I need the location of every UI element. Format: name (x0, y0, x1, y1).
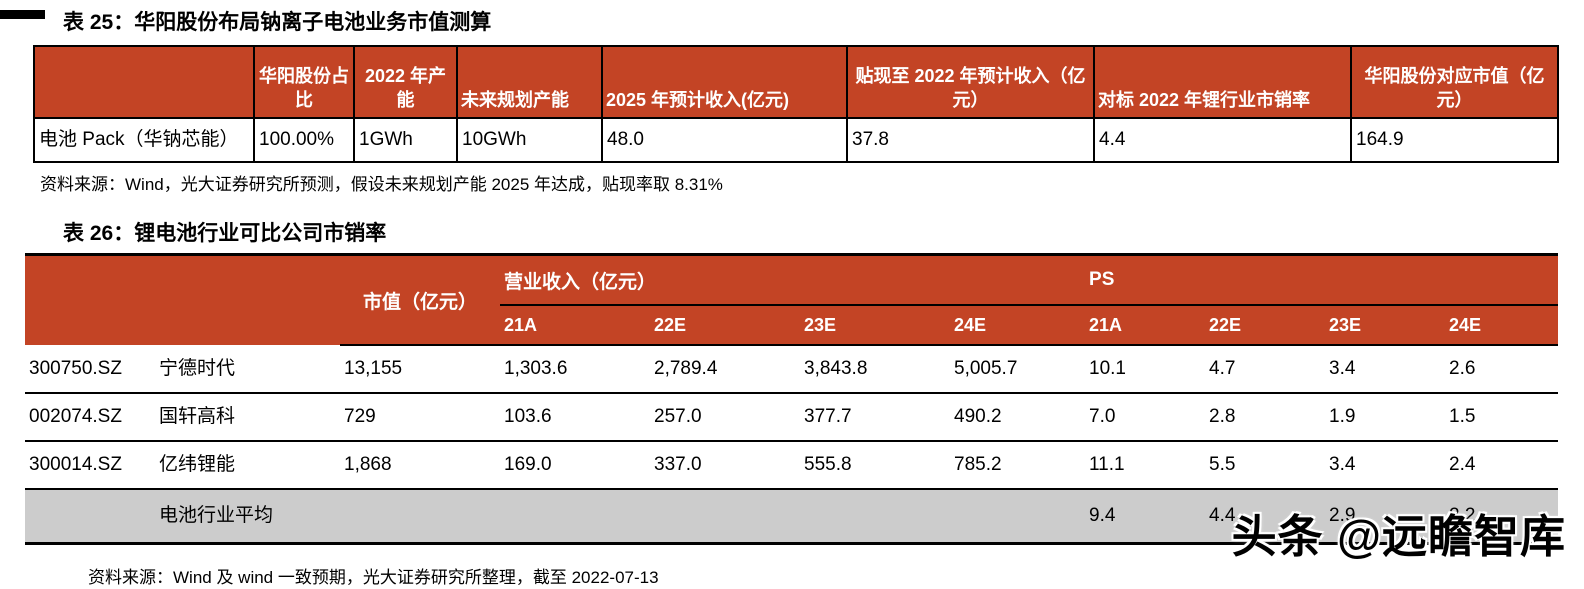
table26-header-name-blank (155, 254, 340, 345)
toutiao-yuanzhan-watermark: 头条 @远瞻智库 (1231, 511, 1566, 562)
table25-header-discounted-revenue: 贴现至 2022 年预计收入（亿元） (846, 45, 1095, 119)
ps-24e: 2.4 (1445, 441, 1559, 490)
ps-24e: 2.6 (1445, 345, 1559, 394)
average-row-label: 电池行业平均 (155, 489, 340, 544)
table26-group-header-row: 市值（亿元） 营业收入（亿元） PS (25, 254, 1559, 346)
rev-21a: 1,303.6 (500, 345, 650, 394)
table26-subheader-rev-22e: 22E (650, 305, 800, 346)
market-cap: 1,868 (340, 441, 500, 490)
table26-row-eve: 300014.SZ 亿纬锂能 1,868 169.0 337.0 555.8 7… (25, 441, 1559, 490)
table26-row-gotion: 002074.SZ 国轩高科 729 103.6 257.0 377.7 490… (25, 393, 1559, 442)
table25-header-share: 华阳股份占比 (253, 45, 355, 119)
table26-header-market-cap: 市值（亿元） (340, 254, 500, 346)
table25-cell-benchmark-ps: 4.4 (1093, 117, 1352, 163)
table26-subheader-rev-23e: 23E (800, 305, 950, 346)
stock-code: 002074.SZ (25, 393, 155, 442)
table26-subheader-rev-21a: 21A (500, 305, 650, 346)
market-cap: 729 (340, 393, 500, 442)
table25-data-row: 电池 Pack（华钠芯能） 100.00% 1GWh 10GWh 48.0 37… (33, 117, 1559, 163)
rev-23e: 3,843.8 (800, 345, 950, 394)
company-name: 国轩高科 (155, 393, 340, 442)
avg-ps-24e: 2.2 (1445, 489, 1559, 544)
blank-cell (25, 489, 155, 544)
table25-cell-discounted-revenue: 37.8 (846, 117, 1095, 163)
table25-source-note: 资料来源：Wind，光大证券研究所预测，假设未来规划产能 2025 年达成，贴现… (40, 175, 723, 194)
table25-header-row: 华阳股份占比 2022 年产能 未来规划产能 2025 年预计收入(亿元) 贴现… (33, 45, 1559, 119)
table25-header-implied-cap: 华阳股份对应市值（亿元） (1350, 45, 1559, 119)
table25-header-capacity-2022: 2022 年产能 (353, 45, 458, 119)
table25-cell-revenue-2025: 48.0 (601, 117, 848, 163)
blank-cell (500, 489, 650, 544)
rev-23e: 377.7 (800, 393, 950, 442)
rev-23e: 555.8 (800, 441, 950, 490)
table26-subheader-ps-21a: 21A (1085, 305, 1206, 346)
company-name: 宁德时代 (155, 345, 340, 394)
table25-header-revenue-2025: 2025 年预计收入(亿元) (601, 45, 848, 119)
table26-subheader-ps-23e: 23E (1325, 305, 1446, 346)
ps-24e: 1.5 (1445, 393, 1559, 442)
table25-cell-capacity-2022: 1GWh (353, 117, 458, 163)
page-corner-mark (0, 10, 45, 19)
rev-22e: 2,789.4 (650, 345, 800, 394)
ps-21a: 10.1 (1085, 345, 1206, 394)
table26-header-code-blank (25, 254, 155, 345)
avg-ps-21a: 9.4 (1085, 489, 1206, 544)
table26-subheader-rev-24e: 24E (950, 305, 1086, 346)
table25-valuation-table: 华阳股份占比 2022 年产能 未来规划产能 2025 年预计收入(亿元) 贴现… (33, 45, 1559, 163)
table25-header-planned-capacity: 未来规划产能 (456, 45, 603, 119)
table25-cell-planned-capacity: 10GWh (456, 117, 603, 163)
ps-22e: 5.5 (1205, 441, 1326, 490)
table25-title: 表 25：华阳股份布局钠离子电池业务市值测算 (63, 11, 492, 34)
table26-subheader-ps-24e: 24E (1445, 305, 1559, 346)
ps-21a: 7.0 (1085, 393, 1206, 442)
market-cap: 13,155 (340, 345, 500, 394)
table26-row-catl: 300750.SZ 宁德时代 13,155 1,303.6 2,789.4 3,… (25, 345, 1559, 394)
avg-ps-22e: 4.4 (1205, 489, 1326, 544)
blank-cell (650, 489, 800, 544)
blank-cell (800, 489, 950, 544)
ps-23e: 1.9 (1325, 393, 1446, 442)
table26-industry-average-row: 电池行业平均 9.4 4.4 2.9 2.2 (25, 489, 1559, 544)
stock-code: 300014.SZ (25, 441, 155, 490)
table25-header-benchmark-ps: 对标 2022 年锂行业市销率 (1093, 45, 1352, 119)
ps-22e: 2.8 (1205, 393, 1326, 442)
company-name: 亿纬锂能 (155, 441, 340, 490)
ps-21a: 11.1 (1085, 441, 1206, 490)
rev-24e: 785.2 (950, 441, 1086, 490)
table25-header-blank (33, 45, 255, 119)
table26-source-note: 资料来源：Wind 及 wind 一致预期，光大证券研究所整理，截至 2022-… (88, 568, 659, 587)
rev-22e: 257.0 (650, 393, 800, 442)
table26-title: 表 26：锂电池行业可比公司市销率 (63, 222, 387, 245)
table26-subheader-ps-22e: 22E (1205, 305, 1326, 346)
table26-group-header-revenue: 营业收入（亿元） (500, 254, 1086, 306)
rev-24e: 5,005.7 (950, 345, 1086, 394)
table26-group-header-ps: PS (1085, 254, 1559, 306)
rev-22e: 337.0 (650, 441, 800, 490)
ps-23e: 3.4 (1325, 345, 1446, 394)
rev-24e: 490.2 (950, 393, 1086, 442)
rev-21a: 103.6 (500, 393, 650, 442)
stock-code: 300750.SZ (25, 345, 155, 394)
blank-cell (950, 489, 1086, 544)
table25-cell-share: 100.00% (253, 117, 355, 163)
avg-ps-23e: 2.9 (1325, 489, 1446, 544)
table25-cell-label: 电池 Pack（华钠芯能） (33, 117, 255, 163)
rev-21a: 169.0 (500, 441, 650, 490)
ps-23e: 3.4 (1325, 441, 1446, 490)
blank-cell (340, 489, 500, 544)
ps-22e: 4.7 (1205, 345, 1326, 394)
table26-sub-header-row: 21A 22E 23E 24E 21A 22E 23E 24E (25, 305, 1559, 346)
table25-cell-implied-cap: 164.9 (1350, 117, 1559, 163)
table26-peer-comparison-table: 市值（亿元） 营业收入（亿元） PS 21A 22E 23E 24E 21A 2… (25, 253, 1559, 545)
